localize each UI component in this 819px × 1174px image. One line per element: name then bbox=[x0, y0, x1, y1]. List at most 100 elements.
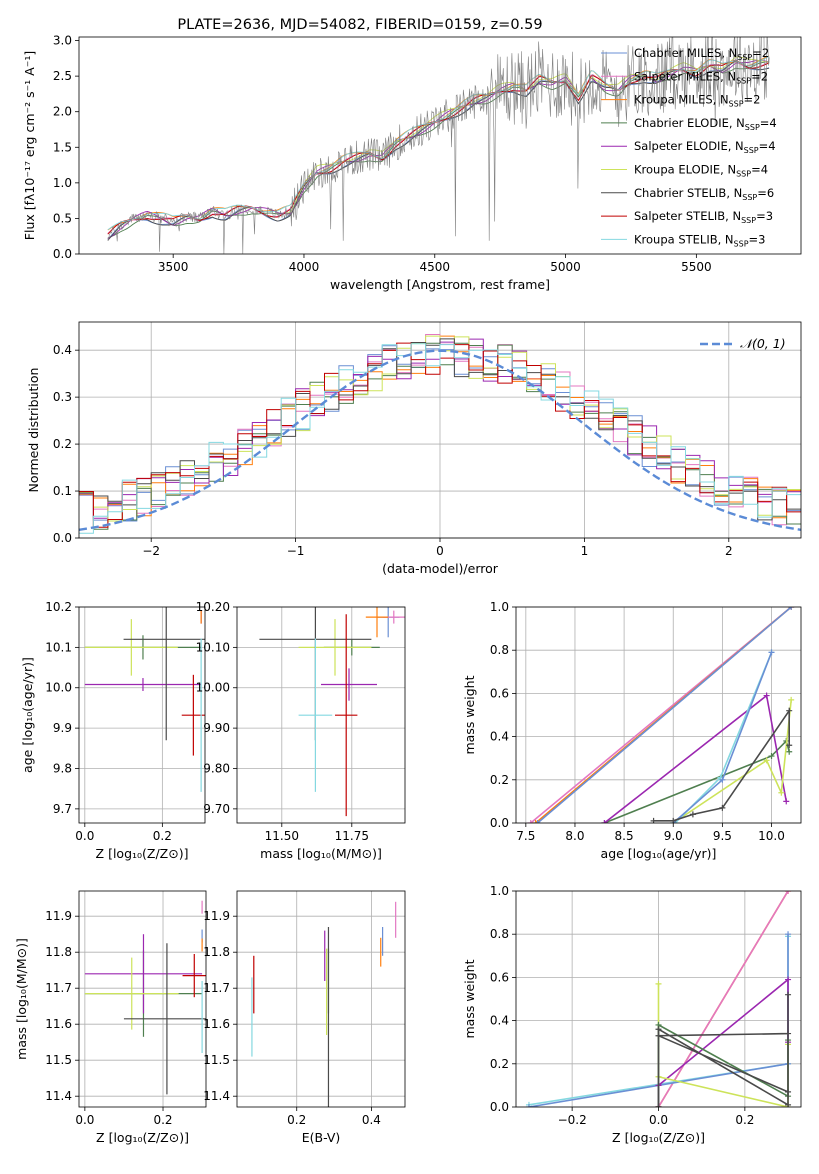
x-tick-label: −0.2 bbox=[558, 1113, 587, 1127]
legend-label-sub: SSP bbox=[745, 123, 760, 132]
y-tick-label: 9.80 bbox=[203, 761, 230, 775]
y-tick-label: 0.3 bbox=[53, 390, 72, 404]
weight-marker bbox=[532, 820, 539, 823]
x-tick-label: 8.0 bbox=[565, 829, 584, 843]
weight-series bbox=[653, 708, 790, 822]
weight-series bbox=[604, 739, 790, 823]
y-tick-label: 0.2 bbox=[490, 1057, 509, 1071]
panel-mass_vs_ebv: 0.2 0.4 11.4 11.5 11.6 11.7 11.8 11.9 E(B-V) bbox=[203, 890, 406, 1145]
x-tick-label: 5500 bbox=[681, 260, 712, 274]
weight-marker bbox=[786, 742, 793, 749]
legend-label: Kroupa STELIB, NSSP=3 bbox=[634, 232, 765, 248]
y-tick-label: 0.6 bbox=[490, 970, 509, 984]
y-tick-label: 11.7 bbox=[203, 981, 230, 995]
plot-area bbox=[107, 37, 770, 254]
x-axis-label: age [log₁₀(age/yr)] bbox=[601, 846, 717, 861]
x-axis-label: mass [log₁₀(M/M⊙)] bbox=[260, 846, 382, 861]
weight-marker bbox=[788, 696, 795, 703]
y-tick-label: 0.0 bbox=[53, 247, 72, 261]
legend-label-sub: SSP bbox=[729, 100, 744, 109]
legend-label-tail: =3 bbox=[749, 232, 766, 246]
y-tick-label: 10.2 bbox=[45, 600, 72, 614]
x-tick-label: 4000 bbox=[289, 260, 320, 274]
legend-label-sub: SSP bbox=[744, 146, 759, 155]
errorbar-point bbox=[84, 957, 179, 1030]
y-tick-label: 0.4 bbox=[490, 730, 509, 744]
plot-area bbox=[84, 607, 205, 792]
x-tick-label: 1 bbox=[581, 544, 589, 558]
x-tick-label: 9.0 bbox=[664, 829, 683, 843]
legend-label: Chabrier STELIB, NSSP=6 bbox=[634, 186, 774, 202]
y-tick-label: 10.00 bbox=[196, 681, 230, 695]
errorbar-point bbox=[321, 668, 377, 701]
y-tick-label: 0.2 bbox=[490, 773, 509, 787]
hist-salpeter_stelib bbox=[79, 342, 801, 528]
y-tick-label: 0.2 bbox=[53, 437, 72, 451]
x-tick-label: 0.0 bbox=[75, 1113, 94, 1127]
y-axis-label: mass weight bbox=[462, 959, 477, 1038]
axes-frame bbox=[78, 606, 206, 824]
y-tick-label: 9.8 bbox=[53, 761, 72, 775]
y-tick-label: 1.0 bbox=[53, 176, 72, 190]
y-tick-label: 10.20 bbox=[196, 600, 230, 614]
axes-frame bbox=[78, 890, 207, 1108]
axes-frame bbox=[515, 606, 802, 824]
data-spectrum-line bbox=[107, 37, 770, 254]
x-tick-label: 0.2 bbox=[287, 1113, 306, 1127]
x-tick-label: 0 bbox=[436, 544, 444, 558]
y-tick-label: 1.0 bbox=[490, 600, 509, 614]
panel-age_vs_Z: 0.0 0.2 9.7 9.8 9.9 10.0 10.1 10.2 Z [log₁₀(Z/Z⊙… bbox=[20, 600, 206, 861]
panel-age_vs_mass: 11.50 11.75 9.70 9.80 9.90 10.00 10.10 10.20 mas… bbox=[196, 600, 406, 861]
panel-weight_vs_Z: −0.2 0.0 0.2 0.0 0.2 0.4 0.6 0.8 1.0 Z [log₁₀(Z/Z… bbox=[462, 884, 802, 1145]
plot-area bbox=[79, 334, 801, 534]
legend-label: Salpeter MILES, NSSP=2 bbox=[634, 69, 768, 85]
weight-marker bbox=[719, 776, 726, 783]
y-tick-label: 9.7 bbox=[53, 802, 72, 816]
chart-title: PLATE=2636, MJD=54082, FIBERID=0159, z=0… bbox=[177, 17, 542, 33]
legend-label-sub: SSP bbox=[736, 170, 751, 179]
weight-series bbox=[672, 699, 792, 823]
errorbar-point bbox=[298, 619, 372, 676]
y-tick-label: 11.6 bbox=[203, 1017, 230, 1031]
weight-marker bbox=[786, 707, 793, 714]
y-tick-label: 9.90 bbox=[203, 721, 230, 735]
weight-series bbox=[537, 607, 792, 823]
legend-label: Kroupa MILES, NSSP=2 bbox=[634, 93, 760, 109]
errorbar-point bbox=[298, 638, 333, 792]
y-tick-label: 11.8 bbox=[203, 945, 230, 959]
x-tick-label: 8.5 bbox=[615, 829, 634, 843]
x-tick-label: 7.5 bbox=[516, 829, 535, 843]
plot-area bbox=[527, 607, 795, 823]
legend-label-main: Salpeter MILES, N bbox=[634, 69, 736, 83]
axes-frame bbox=[78, 36, 802, 255]
axes-frame bbox=[236, 890, 406, 1108]
legend-label-tail: =2 bbox=[751, 69, 768, 83]
y-tick-label: 11.4 bbox=[45, 1089, 72, 1103]
legend-label-tail: =4 bbox=[760, 116, 777, 130]
errorbar-point bbox=[84, 619, 178, 676]
weight-marker bbox=[527, 820, 534, 823]
legend-label-sub: SSP bbox=[736, 76, 751, 85]
y-axis-label: age [log₁₀(age/yr)] bbox=[20, 657, 35, 773]
x-tick-label: 0.0 bbox=[75, 829, 94, 843]
x-tick-label: 9.5 bbox=[713, 829, 732, 843]
weight-series bbox=[657, 983, 789, 1107]
weight-marker bbox=[785, 931, 792, 938]
y-tick-label: 0.8 bbox=[490, 643, 509, 657]
weight-series bbox=[657, 994, 789, 1107]
y-tick-label: 0.6 bbox=[490, 686, 509, 700]
axes-frame bbox=[236, 606, 406, 824]
x-axis-label: Z [log₁₀(Z/Z⊙)] bbox=[96, 1130, 189, 1145]
panel-residuals: −2 −1 0 1 2 0.0 0.1 0.2 0.3 0.4 (data-model)/error… bbox=[26, 321, 802, 576]
legend-label-sub: SSP bbox=[742, 193, 757, 202]
y-tick-label: 11.6 bbox=[45, 1017, 72, 1031]
legend-label-main: Chabrier ELODIE, N bbox=[634, 116, 745, 130]
hist-kroupa_stelib bbox=[79, 343, 801, 534]
x-tick-label: 0.2 bbox=[153, 829, 172, 843]
legend-label-tail: =2 bbox=[744, 93, 761, 107]
y-tick-label: 2.5 bbox=[53, 69, 72, 83]
y-tick-label: 1.5 bbox=[53, 140, 72, 154]
plot-area bbox=[259, 607, 405, 817]
legend-label-sub: SSP bbox=[741, 216, 756, 225]
legend-label-tail: =4 bbox=[759, 139, 776, 153]
